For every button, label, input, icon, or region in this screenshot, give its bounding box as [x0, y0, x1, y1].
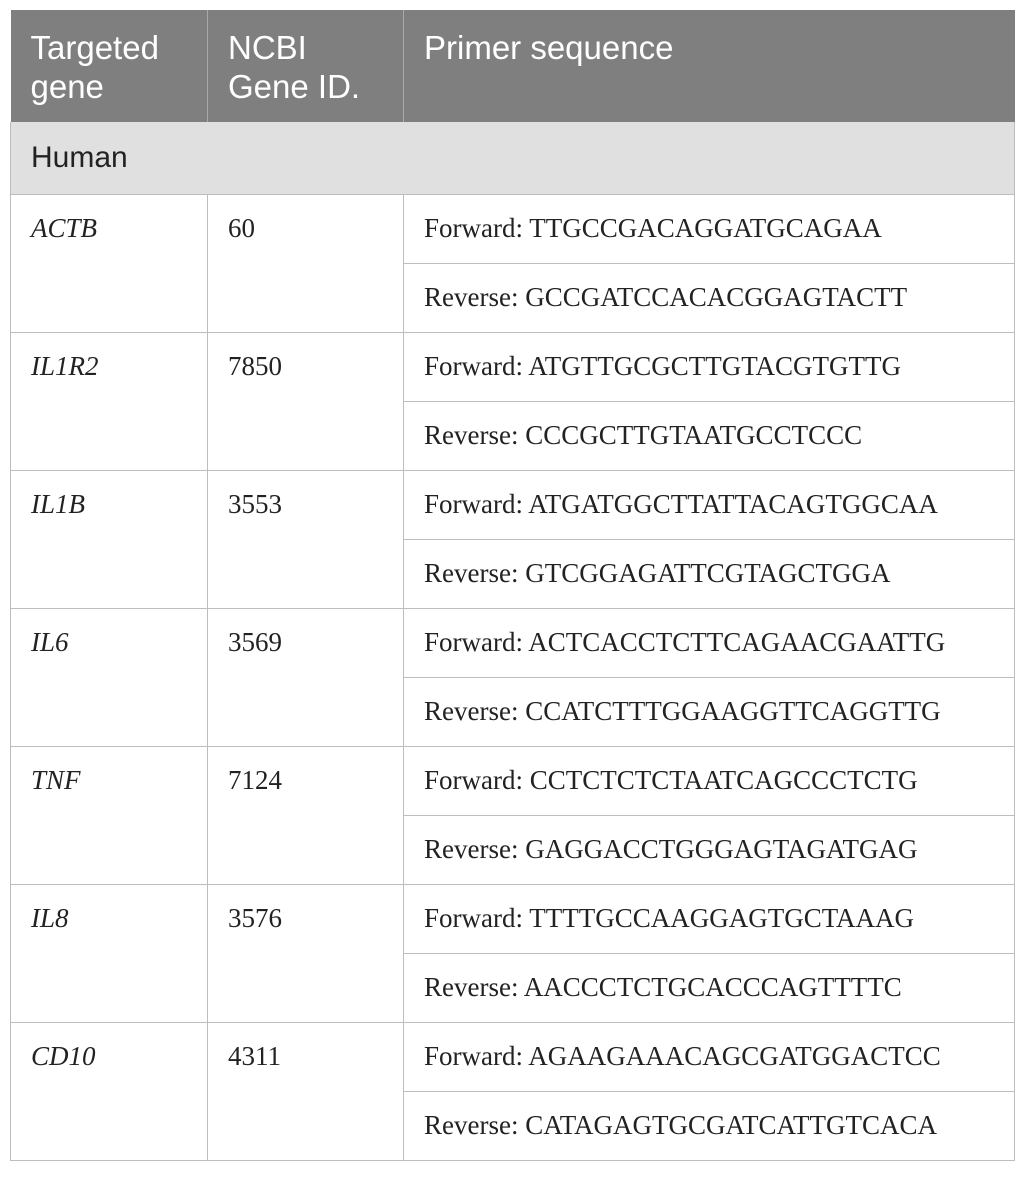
gene-id: 3576: [207, 883, 404, 1023]
header-targeted-gene: Targeted gene: [10, 10, 208, 122]
section-label: Human: [10, 122, 1015, 195]
gene-id: 7124: [207, 745, 404, 885]
gene-name: IL1R2: [10, 331, 208, 471]
reverse-primer: Reverse: GTCGGAGATTCGTAGCTGGA: [403, 538, 1015, 609]
header-row: Targeted gene NCBI Gene ID. Primer seque…: [10, 10, 1015, 122]
table-body: Human ACTB 60 Forward: TTGCCGACAGGATGCAGAA…: [10, 122, 1015, 1161]
reverse-primer: Reverse: CCATCTTTGGAAGGTTCAGGTTG: [403, 676, 1015, 747]
table-row: Reverse: GTCGGAGATTCGTAGCTGGA: [11, 538, 1015, 609]
table-row: Reverse: CATAGAGTGCGATCATTGTCACA: [11, 1090, 1015, 1161]
reverse-primer: Reverse: CCCGCTTGTAATGCCTCCC: [403, 400, 1015, 471]
gene-id: 4311: [207, 1021, 404, 1161]
forward-primer: Forward: TTGCCGACAGGATGCAGAA: [403, 193, 1015, 264]
header-primer-sequence: Primer sequence: [403, 10, 1015, 122]
table-row: IL1R2 7850 Forward: ATGTTGCGCTTGTACGTGTTG: [10, 331, 1015, 471]
forward-primer: Forward: TTTTGCCAAGGAGTGCTAAAG: [403, 883, 1015, 954]
gene-id: 7850: [207, 331, 404, 471]
forward-primer: Forward: CCTCTCTCTAATCAGCCCTCTG: [403, 745, 1015, 816]
header-ncbi-gene-id: NCBI Gene ID.: [207, 10, 404, 122]
table-row: TNF 7124 Forward: CCTCTCTCTAATCAGCCCTCTG: [10, 745, 1015, 885]
gene-id: 3569: [207, 607, 404, 747]
gene-name: TNF: [10, 745, 208, 885]
gene-name: IL6: [10, 607, 208, 747]
forward-primer: Forward: ACTCACCTCTTCAGAACGAATTG: [403, 607, 1015, 678]
gene-id: 3553: [207, 469, 404, 609]
table-row: IL6 3569 Forward: ACTCACCTCTTCAGAACGAATTG: [10, 607, 1015, 747]
reverse-primer: Reverse: GAGGACCTGGGAGTAGATGAG: [403, 814, 1015, 885]
reverse-primer: Reverse: CATAGAGTGCGATCATTGTCACA: [403, 1090, 1015, 1161]
gene-id: 60: [207, 193, 404, 333]
table-row: ACTB 60 Forward: TTGCCGACAGGATGCAGAA: [10, 193, 1015, 333]
forward-primer: Forward: AGAAGAAACAGCGATGGACTCC: [403, 1021, 1015, 1092]
forward-primer: Forward: ATGTTGCGCTTGTACGTGTTG: [403, 331, 1015, 402]
primer-table: Targeted gene NCBI Gene ID. Primer seque…: [10, 10, 1015, 1161]
gene-name: IL8: [10, 883, 208, 1023]
reverse-primer: Reverse: AACCCTCTGCACCCAGTTTTC: [403, 952, 1015, 1023]
table-row: IL8 3576 Forward: TTTTGCCAAGGAGTGCTAAAG: [10, 883, 1015, 1023]
table-row: Reverse: GCCGATCCACACGGAGTACTT: [11, 262, 1015, 333]
gene-name: ACTB: [10, 193, 208, 333]
table-row: IL1B 3553 Forward: ATGATGGCTTATTACAGTGGCAA: [10, 469, 1015, 609]
table-row: Reverse: CCCGCTTGTAATGCCTCCC: [11, 400, 1015, 471]
gene-name: IL1B: [10, 469, 208, 609]
table-header: Targeted gene NCBI Gene ID. Primer seque…: [10, 10, 1015, 122]
forward-primer: Forward: ATGATGGCTTATTACAGTGGCAA: [403, 469, 1015, 540]
table-row: CD10 4311 Forward: AGAAGAAACAGCGATGGACTCC: [10, 1021, 1015, 1161]
gene-name: CD10: [10, 1021, 208, 1161]
table-row: Reverse: AACCCTCTGCACCCAGTTTTC: [11, 952, 1015, 1023]
section-row-human: Human: [10, 122, 1015, 195]
reverse-primer: Reverse: GCCGATCCACACGGAGTACTT: [403, 262, 1015, 333]
